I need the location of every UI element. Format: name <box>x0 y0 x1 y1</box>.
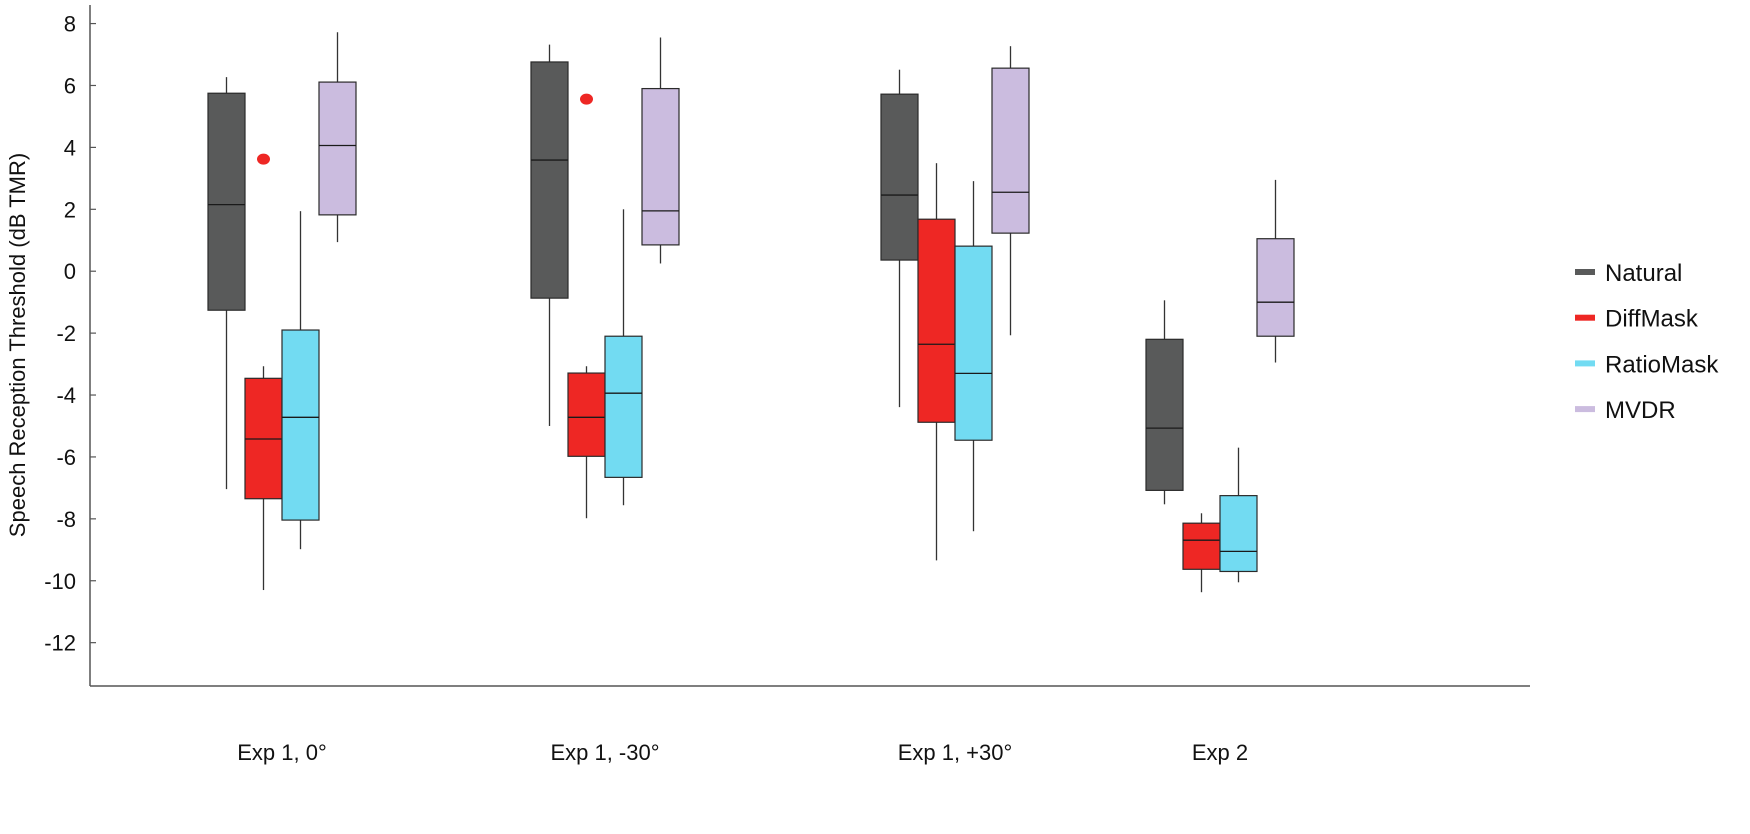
x-tick-label: Exp 1, -30° <box>550 740 659 765</box>
box-iqr <box>641 87 680 246</box>
box-iqr <box>1256 238 1295 337</box>
legend-item-diffmask: DiffMask <box>1575 306 1699 333</box>
box-mvdr-2 <box>991 46 1030 336</box>
box-natural-1 <box>530 44 569 426</box>
y-tick-label: -6 <box>56 445 76 470</box>
box-natural-2 <box>880 69 919 408</box>
y-tick-label: 2 <box>64 197 76 222</box>
y-tick-label: -4 <box>56 383 76 408</box>
box-mvdr-3 <box>1256 179 1295 363</box>
y-tick-label: -8 <box>56 507 76 532</box>
y-tick-label: 6 <box>64 73 76 98</box>
y-tick-label: 4 <box>64 135 76 160</box>
box-iqr <box>917 218 956 423</box>
outlier-point <box>580 93 593 105</box>
box-iqr <box>530 61 569 299</box>
legend: Natural DiffMask RatioMask MVDR <box>1575 260 1719 424</box>
box-natural-0 <box>207 77 246 490</box>
box-natural-3 <box>1145 300 1184 505</box>
box-iqr <box>281 329 320 521</box>
box-iqr <box>991 67 1030 234</box>
legend-swatch <box>1575 269 1595 275</box>
y-axis-ticks: 8 6 4 2 0 -2 -4 -6 -8 -10 -12 <box>44 12 96 656</box>
legend-label: RatioMask <box>1605 351 1719 378</box>
box-diffmask-1 <box>567 93 606 519</box>
legend-item-mvdr: MVDR <box>1575 397 1676 424</box>
x-tick-label: Exp 1, 0° <box>237 740 327 765</box>
box-diffmask-2 <box>917 163 956 561</box>
box-ratiomask-0 <box>281 211 320 550</box>
legend-swatch <box>1575 406 1595 413</box>
y-axis-label: Speech Reception Threshold (dB TMR) <box>5 153 30 537</box>
box-mvdr-1 <box>641 37 680 264</box>
legend-label: MVDR <box>1605 397 1676 424</box>
outlier-point <box>257 153 270 165</box>
box-iqr <box>604 335 643 478</box>
plot-area <box>207 32 1295 593</box>
box-ratiomask-1 <box>604 209 643 506</box>
box-iqr <box>880 93 919 261</box>
y-tick-label: -12 <box>44 631 76 656</box>
box-ratiomask-3 <box>1219 447 1258 583</box>
legend-item-ratiomask: RatioMask <box>1575 351 1719 378</box>
box-iqr <box>207 92 246 311</box>
y-tick-label: 8 <box>64 12 76 37</box>
y-tick-label: -2 <box>56 321 76 346</box>
legend-label: Natural <box>1605 260 1682 287</box>
box-iqr <box>954 245 993 441</box>
box-ratiomask-2 <box>954 181 993 532</box>
legend-swatch <box>1575 314 1595 321</box>
legend-item-natural: Natural <box>1575 260 1682 287</box>
box-iqr <box>1145 338 1184 491</box>
box-iqr <box>1219 495 1258 573</box>
box-mvdr-0 <box>318 32 357 243</box>
legend-swatch <box>1575 360 1595 367</box>
y-tick-label: 0 <box>64 259 76 284</box>
box-iqr <box>567 372 606 457</box>
box-iqr <box>1182 522 1221 570</box>
y-tick-label: -10 <box>44 569 76 594</box>
box-diffmask-3 <box>1182 513 1221 593</box>
box-iqr <box>318 81 357 216</box>
box-diffmask-0 <box>244 153 283 591</box>
x-tick-label: Exp 2 <box>1192 740 1248 765</box>
x-tick-label: Exp 1, +30° <box>898 740 1013 765</box>
x-axis-ticks: Exp 1, 0° Exp 1, -30° Exp 1, +30° Exp 2 <box>237 740 1248 765</box>
legend-label: DiffMask <box>1605 306 1699 333</box>
